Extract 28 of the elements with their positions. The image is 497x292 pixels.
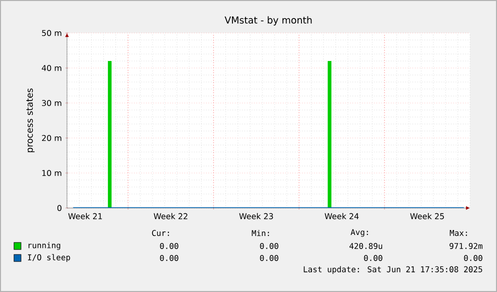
y-axis-title: process states (26, 88, 35, 152)
x-tick-label: Week 23 (239, 213, 273, 220)
text: 420.89u (349, 242, 382, 250)
y-tick-label: 40 m (42, 64, 62, 72)
y-tick-label: 20 m (42, 134, 62, 142)
text: Avg: (350, 229, 368, 237)
x-tick-label: Week 21 (68, 213, 102, 220)
text: 0.00 (160, 254, 178, 262)
chart-title: VMstat - by month (224, 16, 312, 26)
legend-label: running (28, 242, 60, 250)
y-tick-label: 0 (57, 204, 62, 212)
text: 0.00 (464, 254, 482, 262)
text: Last update: Sat Jun 21 17:35:08 2025 (304, 266, 482, 274)
text: Max: (450, 230, 467, 236)
text: 0.00 (260, 242, 278, 250)
legend-label: I/O sleep (28, 254, 70, 262)
y-tick-label: 30 m (42, 100, 62, 106)
text: Min: (252, 230, 269, 236)
text: 0.00 (160, 242, 178, 250)
y-tick-label: 10 m (42, 170, 62, 176)
text: Cur: (152, 230, 169, 236)
text: 0.00 (260, 254, 278, 262)
x-tick-label: Week 25 (410, 213, 444, 220)
y-tick-label: 50 m (42, 30, 62, 36)
text: 971.92m (450, 242, 482, 250)
x-tick-label: Week 22 (154, 213, 188, 220)
x-tick-label: Week 24 (324, 213, 359, 220)
text: 0.00 (364, 254, 382, 262)
